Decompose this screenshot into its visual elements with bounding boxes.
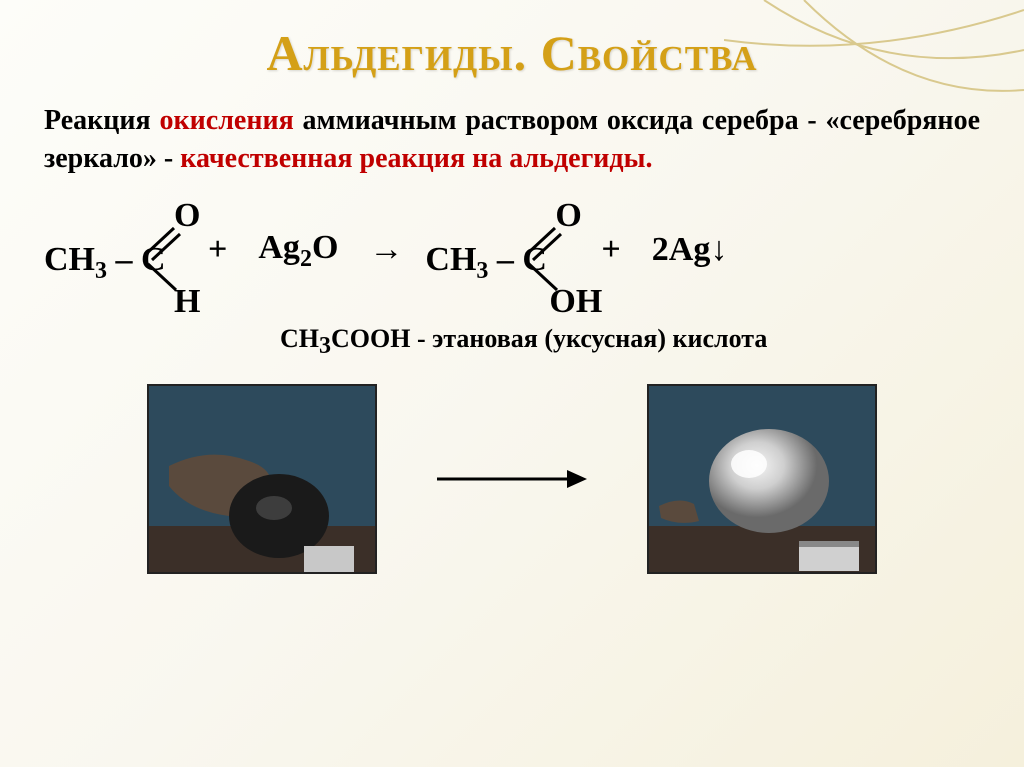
intro-red-1: окисления [160,105,294,136]
experiment-photos-row [0,378,1024,574]
photo-before [147,384,377,574]
photo-after [647,384,877,574]
product-acid: O CH3 – C OH [417,196,587,306]
reactant-aldehyde: O CH3 – C H [44,196,194,306]
silver-oxide: Ag2O [241,228,355,274]
double-single-bond-2 [521,206,581,306]
acetic-acid-formula: CH3COOH - этановая (уксусная) кислота [0,318,1024,378]
double-single-bond [140,206,200,306]
arrow-between-photos [437,464,587,494]
silver-product: 2Ag↓ [635,230,728,271]
plus-sign-1: + [208,230,227,271]
intro-paragraph: Реакция окисления аммиачным раствором ок… [0,82,1024,188]
intro-text-1: Реакция [44,105,160,136]
slide-title: Альдегиды. Свойства [0,0,1024,82]
reaction-arrow: → [369,230,403,271]
reaction-equation: O CH3 – C H + Ag2O → O CH3 – C OH [0,188,1024,318]
plus-sign-2: + [601,230,620,271]
intro-red-2: качественная реакция на альдегиды. [180,143,652,174]
